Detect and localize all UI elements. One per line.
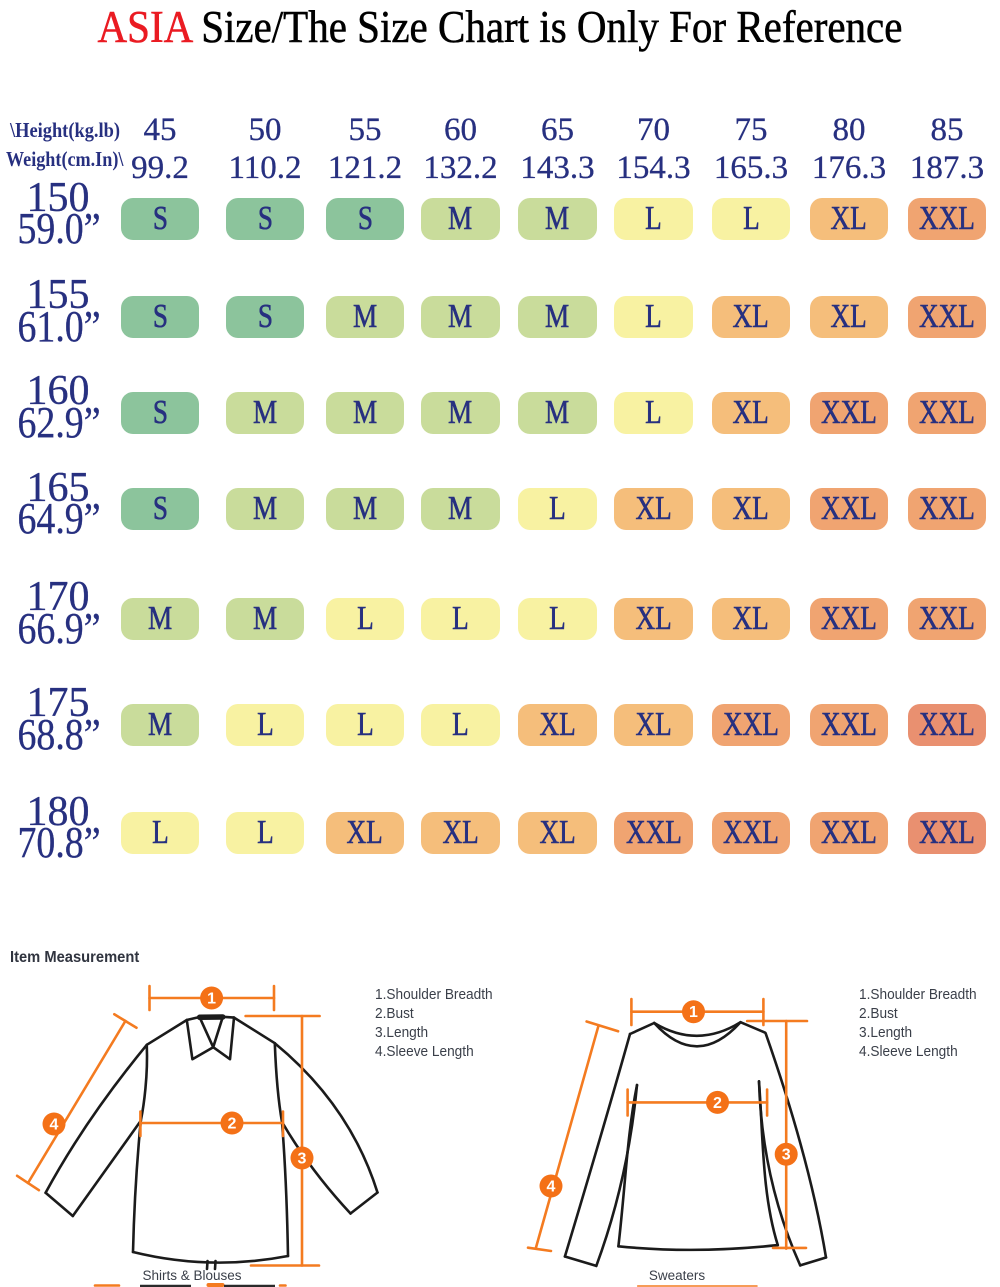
svg-text:1: 1 (689, 1004, 698, 1021)
svg-text:4: 4 (50, 1117, 59, 1134)
svg-text:4: 4 (547, 1179, 556, 1196)
svg-text:3: 3 (782, 1147, 791, 1164)
svg-text:3: 3 (298, 1151, 307, 1168)
svg-text:1: 1 (207, 991, 216, 1008)
svg-text:2: 2 (713, 1095, 722, 1112)
svg-text:2: 2 (228, 1116, 237, 1133)
